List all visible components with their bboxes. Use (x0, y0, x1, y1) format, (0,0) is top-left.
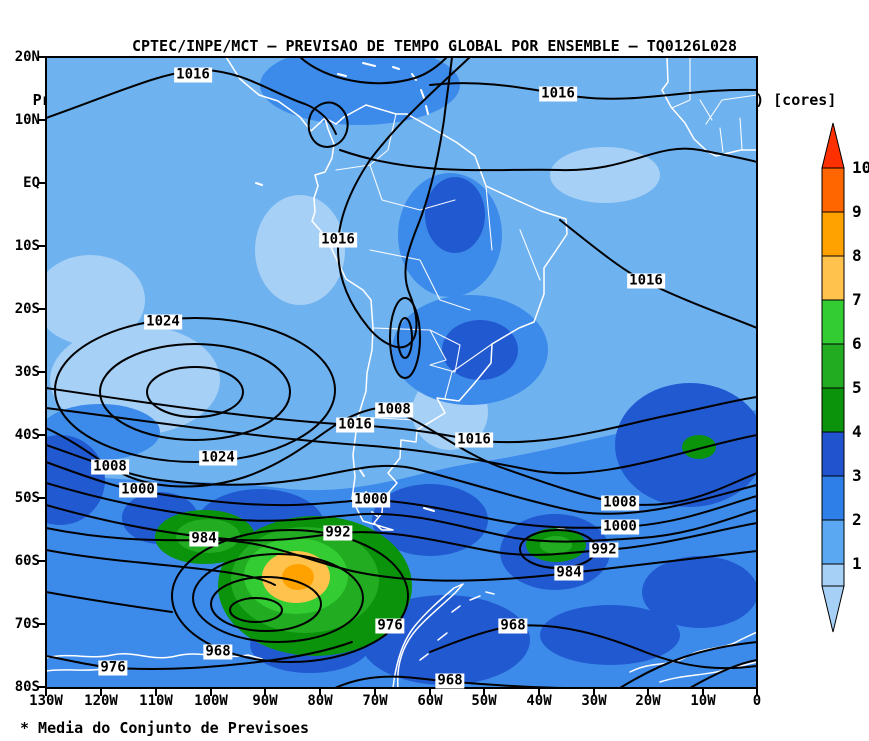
contour-label-1016: 1016 (336, 416, 374, 433)
lon-label-0: 0 (752, 693, 762, 709)
lon-label-30w: 30W (581, 693, 607, 709)
colorbar-label-9: 9 (852, 202, 862, 221)
lat-label-30s: 30S (14, 364, 40, 380)
contour-label-968: 968 (203, 643, 233, 660)
colorbar-label-2: 2 (852, 510, 862, 529)
colorbar-label-3: 3 (852, 466, 862, 485)
contour-label-992: 992 (323, 524, 353, 541)
lon-label-120w: 120W (84, 693, 118, 709)
colorbar-label-6: 6 (852, 334, 862, 353)
lon-label-40w: 40W (526, 693, 552, 709)
contour-label-1008: 1008 (375, 401, 413, 418)
contour-label-976: 976 (98, 659, 128, 676)
lon-label-70w: 70W (362, 693, 388, 709)
lon-label-110w: 110W (139, 693, 173, 709)
colorbar-label-7: 7 (852, 290, 862, 309)
contour-label-1000: 1000 (119, 481, 157, 498)
coastlines (46, 57, 757, 688)
colorbar-label-1: 1 (852, 554, 862, 573)
contour-label-1016: 1016 (174, 66, 212, 83)
axis-ticks (38, 56, 758, 696)
contour-label-1008: 1008 (601, 494, 639, 511)
lon-label-20w: 20W (635, 693, 661, 709)
title-line1: CPTEC/INPE/MCT — PREVISAO DE TEMPO GLOBA… (131, 37, 738, 55)
colorbar-label-5: 5 (852, 378, 862, 397)
lon-label-100w: 100W (194, 693, 228, 709)
colorbar-label-8: 8 (852, 246, 862, 265)
contour-label-1000: 1000 (352, 491, 390, 508)
lat-label-50s: 50S (14, 490, 40, 506)
colorbar-label-10: 10 (852, 158, 869, 177)
contour-label-976: 976 (375, 617, 405, 634)
lat-label-20s: 20S (14, 301, 40, 317)
contour-label-968: 968 (498, 617, 528, 634)
lon-label-90w: 90W (252, 693, 278, 709)
contour-label-1008: 1008 (91, 458, 129, 475)
lon-label-60w: 60W (417, 693, 443, 709)
contour-label-1016: 1016 (319, 231, 357, 248)
lat-label-60s: 60S (14, 553, 40, 569)
map-caption: * Media do Conjunto de Previsoes (20, 719, 309, 737)
lon-label-80w: 80W (307, 693, 333, 709)
contour-label-984: 984 (554, 564, 584, 581)
lat-label-eq: EQ (23, 175, 40, 191)
contour-label-1000: 1000 (601, 518, 639, 535)
lat-label-80s: 80S (14, 679, 40, 695)
lon-label-50w: 50W (471, 693, 497, 709)
contour-label-984: 984 (189, 530, 219, 547)
spread-shading (46, 57, 757, 688)
lat-label-20n: 20N (14, 49, 40, 65)
lat-label-10s: 10S (14, 238, 40, 254)
contour-label-1024: 1024 (144, 313, 182, 330)
contour-label-992: 992 (589, 541, 619, 558)
contour-label-1024: 1024 (199, 449, 237, 466)
lon-label-130w: 130W (29, 693, 63, 709)
lon-label-10w: 10W (690, 693, 716, 709)
lat-label-10n: 10N (14, 112, 40, 128)
colorbar (821, 122, 845, 633)
lat-label-40s: 40S (14, 427, 40, 443)
contour-label-968: 968 (435, 672, 465, 689)
contour-label-1016: 1016 (627, 272, 665, 289)
colorbar-label-4: 4 (852, 422, 862, 441)
contour-label-1016: 1016 (455, 431, 493, 448)
contour-label-1016: 1016 (539, 85, 577, 102)
lat-label-70s: 70S (14, 616, 40, 632)
